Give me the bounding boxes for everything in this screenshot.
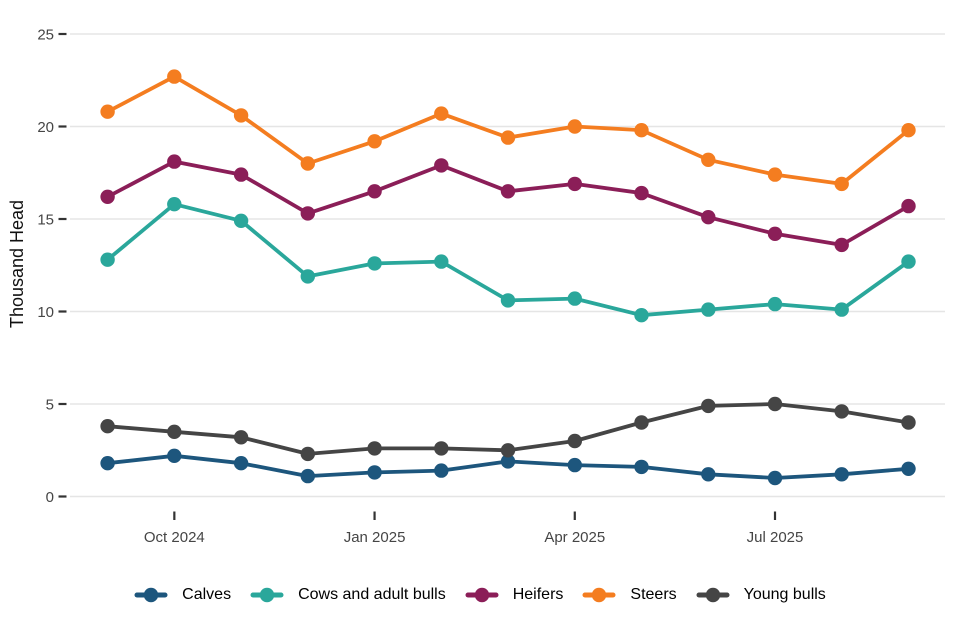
- legend-key-young-bulls-icon: [696, 587, 730, 603]
- data-point-young-bulls: [233, 430, 249, 445]
- data-point-cows-and-adult-bulls: [834, 302, 849, 317]
- data-point-cows-and-adult-bulls: [701, 302, 716, 317]
- data-point-heifers: [767, 226, 783, 241]
- data-point-young-bulls: [567, 433, 582, 449]
- data-point-heifers: [701, 210, 716, 225]
- data-point-heifers: [100, 189, 115, 204]
- y-tick-label-10: 10: [37, 304, 54, 321]
- data-point-heifers: [233, 167, 249, 182]
- data-point-heifers: [167, 154, 182, 169]
- legend-label-steers: Steers: [630, 586, 677, 603]
- data-point-calves: [233, 456, 249, 471]
- data-point-cows-and-adult-bulls: [167, 197, 182, 212]
- data-point-calves: [567, 457, 582, 473]
- data-point-calves: [300, 468, 315, 484]
- data-point-steers: [634, 123, 649, 138]
- data-point-calves: [100, 456, 115, 471]
- data-point-cows-and-adult-bulls: [100, 252, 115, 267]
- data-point-steers: [500, 130, 516, 145]
- x-tick-label: Apr 2025: [544, 529, 605, 546]
- data-point-heifers: [300, 206, 315, 221]
- data-point-heifers: [500, 184, 516, 199]
- data-point-heifers: [434, 158, 449, 173]
- data-point-calves: [834, 467, 849, 482]
- x-tick-label: Jul 2025: [747, 529, 804, 546]
- data-point-cows-and-adult-bulls: [233, 213, 249, 228]
- legend-label-calves: Calves: [182, 586, 232, 603]
- data-point-heifers: [634, 185, 649, 201]
- data-point-young-bulls: [500, 443, 516, 458]
- data-point-heifers: [567, 176, 582, 192]
- data-point-heifers: [367, 184, 382, 199]
- legend: Calves Cows and adult bulls Heifers Stee…: [0, 584, 960, 606]
- data-point-steers: [701, 152, 716, 167]
- data-point-steers: [901, 123, 916, 138]
- data-point-cows-and-adult-bulls: [500, 293, 516, 308]
- legend-label-heifers: Heifers: [512, 586, 564, 603]
- y-tick-label-20: 20: [37, 119, 54, 136]
- legend-key-heifers-icon: [465, 587, 499, 603]
- data-point-cows-and-adult-bulls: [300, 269, 315, 284]
- y-tick-label-5: 5: [46, 397, 54, 414]
- legend-key-cows-icon: [250, 587, 284, 603]
- data-point-calves: [901, 461, 916, 476]
- data-point-young-bulls: [901, 415, 916, 430]
- data-point-young-bulls: [834, 404, 849, 419]
- data-point-young-bulls: [701, 398, 716, 414]
- data-point-calves: [701, 467, 716, 482]
- legend-item-calves: Calves: [134, 584, 231, 606]
- data-point-cows-and-adult-bulls: [434, 254, 449, 269]
- data-point-calves: [167, 448, 182, 463]
- x-tick-label: Jan 2025: [344, 529, 406, 546]
- data-point-steers: [100, 104, 115, 119]
- data-point-steers: [567, 119, 582, 134]
- legend-label-young-bulls: Young bulls: [743, 586, 826, 603]
- data-point-young-bulls: [167, 424, 182, 439]
- data-point-cows-and-adult-bulls: [367, 256, 382, 271]
- legend-item-young-bulls: Young bulls: [696, 584, 826, 606]
- y-tick-label-15: 15: [37, 212, 54, 229]
- data-point-steers: [834, 176, 849, 192]
- legend-item-heifers: Heifers: [465, 584, 564, 606]
- series-line-steers: [105, 74, 911, 186]
- data-point-steers: [767, 167, 783, 182]
- data-point-heifers: [834, 237, 849, 253]
- data-point-cows-and-adult-bulls: [767, 296, 783, 312]
- data-point-young-bulls: [634, 415, 649, 430]
- data-point-calves: [434, 463, 449, 478]
- data-point-steers: [233, 108, 249, 123]
- data-point-calves: [367, 465, 382, 480]
- data-point-steers: [167, 69, 182, 84]
- data-point-young-bulls: [434, 441, 449, 456]
- legend-key-calves-icon: [134, 587, 168, 603]
- data-point-calves: [767, 470, 783, 486]
- y-axis-title: Thousand Head: [7, 200, 27, 328]
- y-tick-label-25: 25: [37, 27, 54, 44]
- legend-item-steers: Steers: [582, 584, 677, 606]
- data-point-steers: [434, 106, 449, 121]
- data-point-young-bulls: [767, 396, 783, 412]
- data-point-calves: [634, 459, 649, 475]
- y-tick-label-0: 0: [46, 489, 54, 506]
- data-point-cows-and-adult-bulls: [901, 254, 916, 269]
- x-tick-label: Oct 2024: [144, 529, 205, 546]
- data-point-cows-and-adult-bulls: [634, 308, 649, 323]
- data-point-young-bulls: [300, 446, 315, 462]
- legend-key-steers-icon: [582, 587, 616, 603]
- data-point-steers: [300, 156, 315, 171]
- data-point-young-bulls: [367, 441, 382, 456]
- data-point-cows-and-adult-bulls: [567, 291, 582, 306]
- data-point-calves: [500, 454, 516, 469]
- data-point-heifers: [901, 198, 916, 214]
- series-line-heifers: [105, 159, 911, 247]
- legend-item-cows-and-adult-bulls: Cows and adult bulls: [250, 584, 446, 606]
- data-point-steers: [367, 134, 382, 149]
- legend-label-cows-and-adult-bulls: Cows and adult bulls: [298, 586, 446, 603]
- data-point-young-bulls: [100, 419, 115, 434]
